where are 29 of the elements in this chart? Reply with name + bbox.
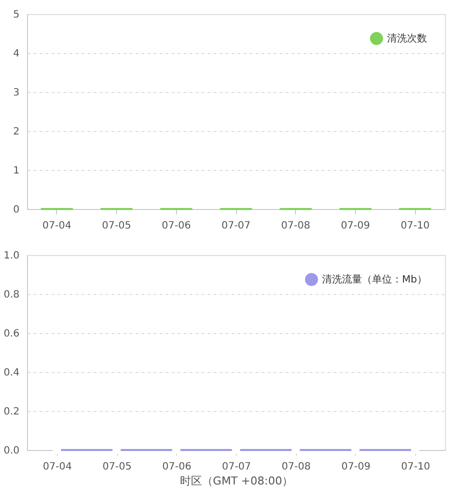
x-tick-label: 07-05 — [102, 462, 132, 472]
x-tick-label: 07-06 — [162, 220, 191, 232]
x-tick-label: 07-09 — [340, 220, 370, 232]
x-tick-label: 07-10 — [400, 220, 430, 232]
y-tick-label: 5 — [13, 10, 20, 20]
y-tick-label: 1 — [13, 166, 20, 176]
y-tick-label: 3 — [13, 88, 20, 98]
x-tick-label: 07-08 — [282, 462, 311, 472]
x-tick-label: 07-07 — [221, 220, 251, 232]
y-tick-label: 0.0 — [4, 446, 20, 456]
legend-label: 清洗次数 — [387, 32, 427, 44]
x-tick-label: 07-04 — [42, 220, 72, 232]
y-tick-label: 0.4 — [4, 368, 20, 378]
y-tick-label: 0.2 — [4, 406, 20, 418]
legend-label: 清洗流量（单位：Mb） — [322, 274, 427, 286]
y-tick-label: 0.6 — [4, 328, 20, 340]
y-tick-label: 0.8 — [4, 290, 20, 300]
y-tick-label: 0 — [13, 204, 20, 216]
x-tick-label: 07-04 — [42, 462, 72, 472]
x-tick-label: 07-09 — [341, 462, 370, 472]
x-tick-label: 07-10 — [401, 462, 430, 472]
x-tick-label: 07-05 — [102, 220, 132, 232]
x-tick-label: 07-07 — [222, 462, 252, 472]
y-tick-label: 2 — [13, 126, 20, 138]
y-tick-label: 4 — [13, 48, 20, 60]
x-tick-label: 07-08 — [281, 220, 310, 232]
y-tick-label: 1.0 — [4, 250, 20, 262]
x-axis-title: 时区（GMT +08:00） — [180, 474, 294, 488]
x-tick-label: 07-06 — [162, 462, 192, 472]
